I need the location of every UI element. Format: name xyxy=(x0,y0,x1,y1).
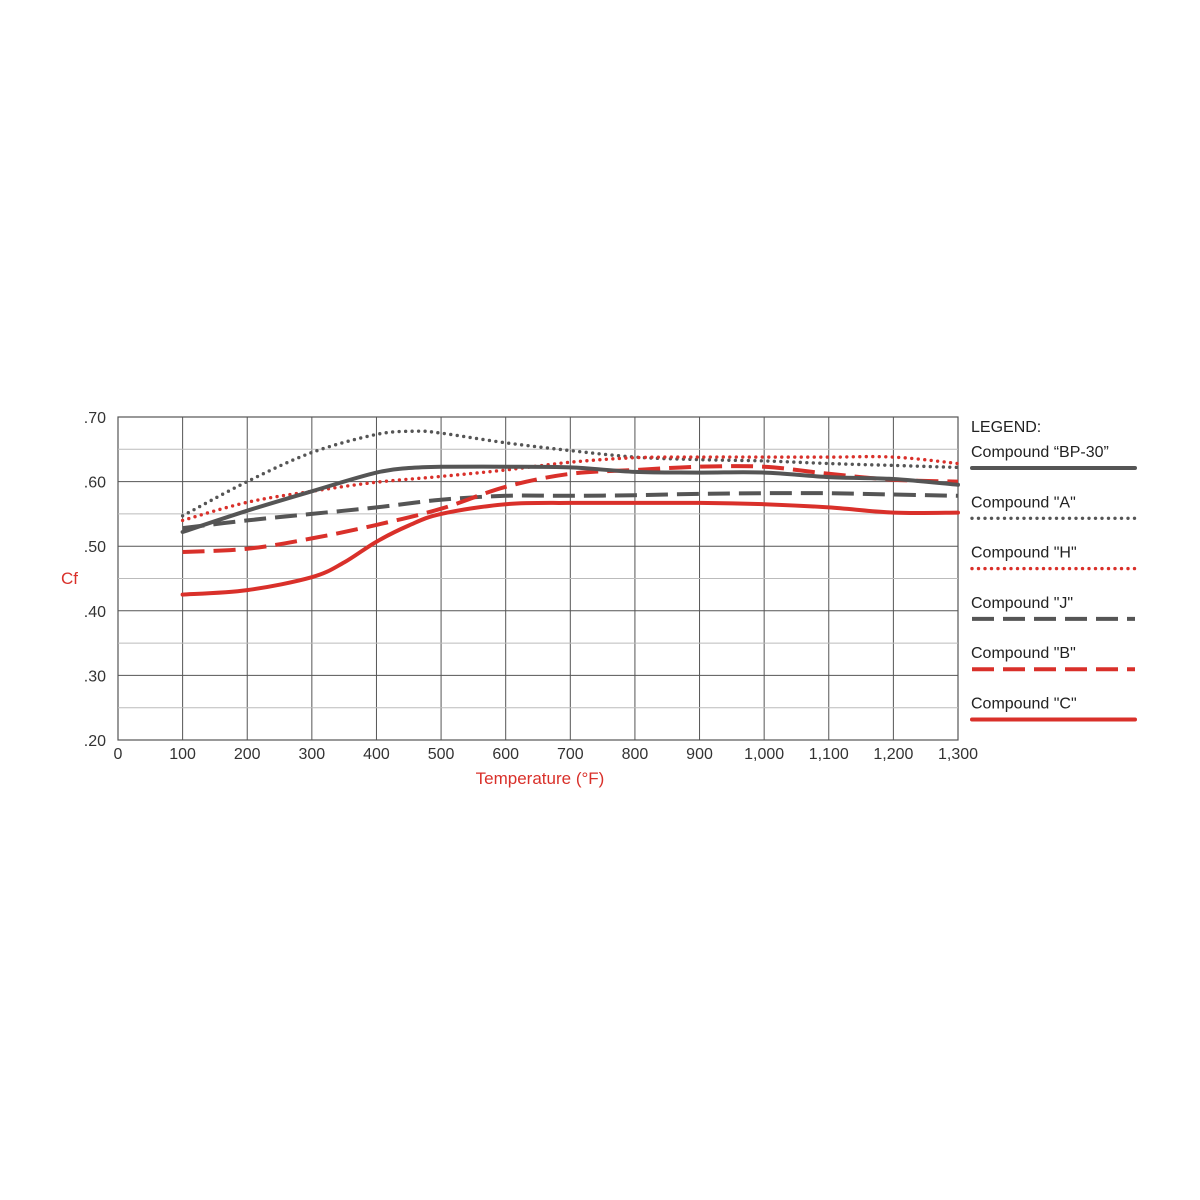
x-tick-label: 400 xyxy=(363,746,390,763)
legend-entry-label: Compound “BP-30” xyxy=(971,444,1109,461)
x-axis-title: Temperature (°F) xyxy=(476,769,605,788)
series-line-5 xyxy=(180,500,960,597)
x-tick-label: 1,100 xyxy=(809,746,849,763)
y-tick-label: .30 xyxy=(84,668,106,685)
chart-grid xyxy=(117,416,959,741)
x-tick-label: 200 xyxy=(234,746,261,763)
legend-entry-label: Compound "B" xyxy=(971,645,1076,662)
legend-entry-label: Compound "C" xyxy=(971,696,1077,713)
y-tick-label: .50 xyxy=(84,539,106,556)
x-tick-label: 900 xyxy=(686,746,713,763)
x-tick-label: 100 xyxy=(169,746,196,763)
x-tick-label: 700 xyxy=(557,746,584,763)
y-tick-label: .40 xyxy=(84,604,106,621)
legend-entry-label: Compound "J" xyxy=(971,595,1073,612)
legend: LEGEND: Compound “BP-30” Compound "A" Comp… xyxy=(970,419,1137,722)
series-lines xyxy=(180,429,960,597)
x-tick-label: 500 xyxy=(428,746,455,763)
y-tick-label: .70 xyxy=(84,410,106,427)
x-axis-tick-labels: 0 100 200 300 400 500 600 700 800 900 1,000 1,100 1,… xyxy=(114,746,979,763)
legend-entry-label: Compound "A" xyxy=(971,494,1076,511)
x-tick-label: 1,300 xyxy=(938,746,978,763)
x-tick-label: 1,000 xyxy=(744,746,784,763)
legend-title: LEGEND: xyxy=(971,419,1041,436)
y-tick-label: .60 xyxy=(84,475,106,492)
x-tick-label: 0 xyxy=(114,746,123,763)
x-tick-label: 300 xyxy=(298,746,325,763)
series-line-4 xyxy=(182,464,959,554)
series-line-1 xyxy=(180,429,960,518)
series-line-0 xyxy=(180,464,960,534)
series-line-3 xyxy=(182,491,959,531)
y-tick-label: .20 xyxy=(84,733,106,750)
x-tick-label: 600 xyxy=(492,746,519,763)
y-axis-title: Cf xyxy=(61,569,78,588)
legend-entry-label: Compound "H" xyxy=(971,545,1077,562)
y-axis-tick-labels: .20 .30 .40 .50 .60 .70 xyxy=(84,410,106,750)
x-tick-label: 1,200 xyxy=(873,746,913,763)
series-line-2 xyxy=(180,454,960,523)
x-tick-label: 800 xyxy=(622,746,649,763)
